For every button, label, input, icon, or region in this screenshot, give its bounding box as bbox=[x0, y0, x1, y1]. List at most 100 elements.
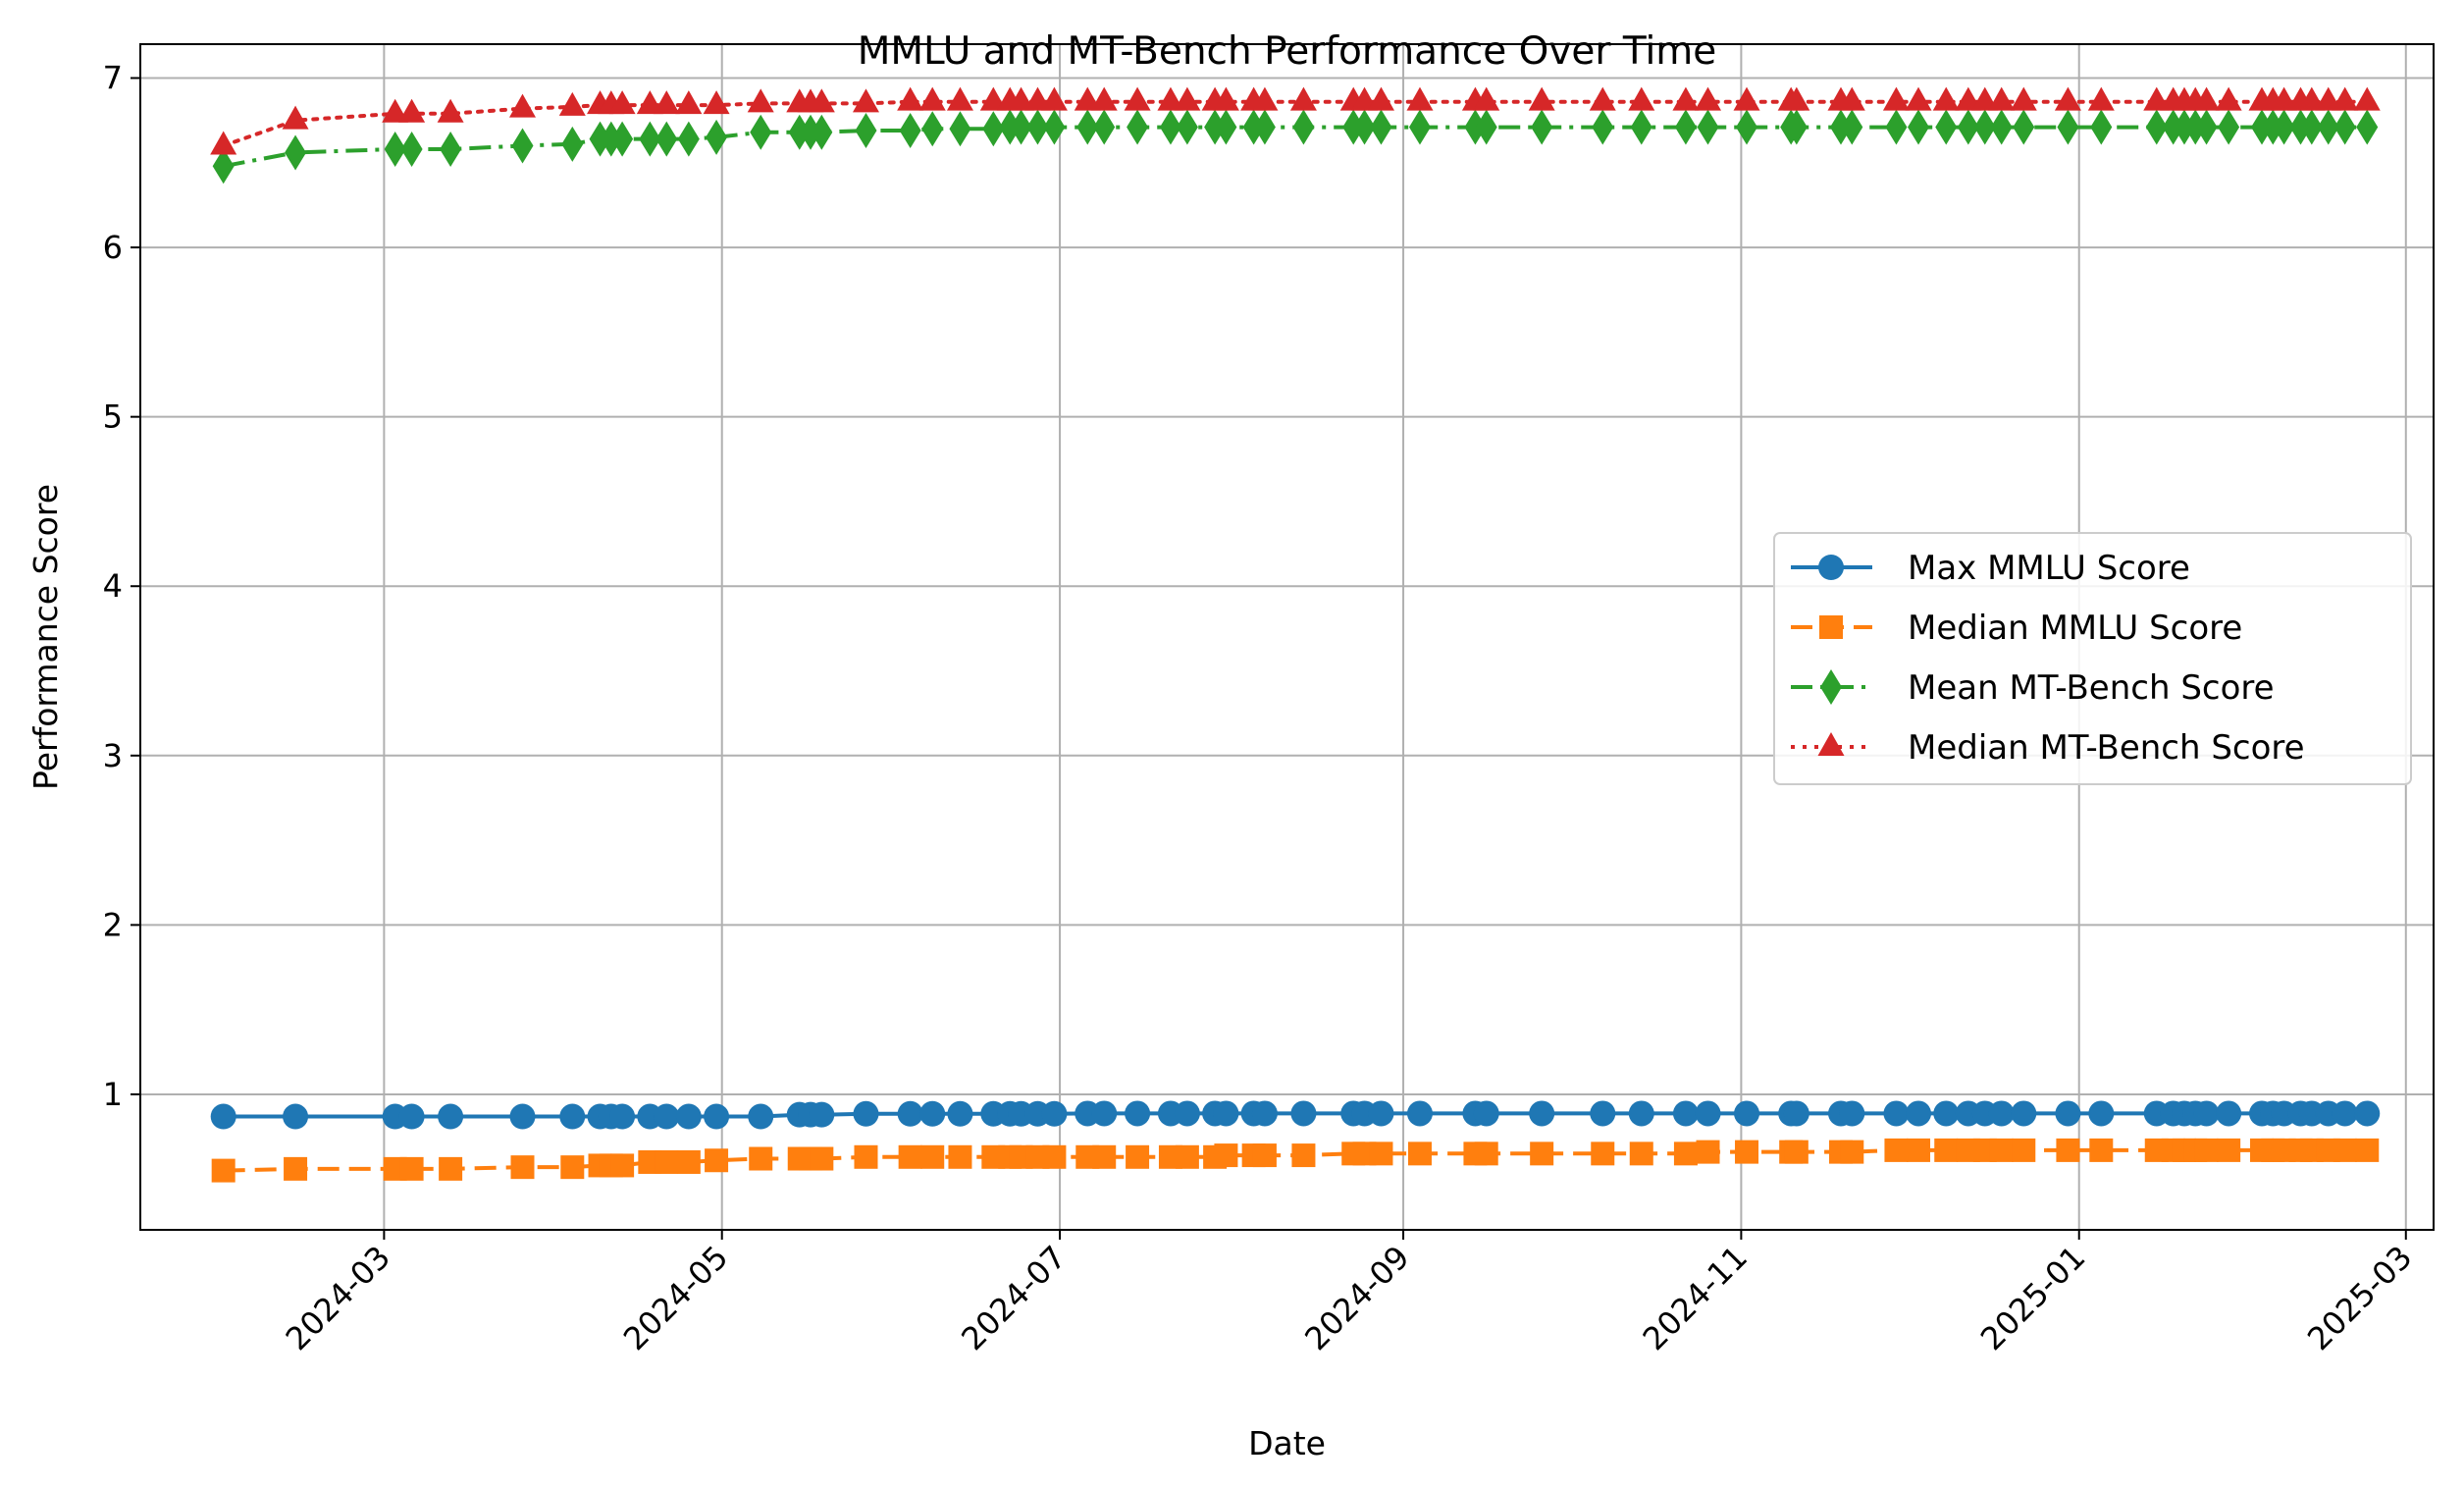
data-point bbox=[706, 119, 728, 155]
y-tick-label: 3 bbox=[103, 737, 123, 774]
data-point bbox=[750, 114, 772, 150]
series-0 bbox=[210, 1100, 2381, 1130]
data-point bbox=[2012, 1138, 2036, 1162]
data-point bbox=[675, 90, 703, 115]
data-point bbox=[2184, 109, 2207, 145]
legend-label: Max MMLU Score bbox=[1908, 549, 2190, 588]
data-point bbox=[748, 1103, 774, 1130]
data-point bbox=[1368, 1100, 1394, 1127]
data-point bbox=[1043, 109, 1066, 145]
data-point bbox=[1076, 109, 1099, 145]
data-point bbox=[1735, 1140, 1759, 1164]
series-layer bbox=[210, 86, 2381, 1183]
data-point bbox=[1957, 109, 1979, 145]
data-point bbox=[212, 148, 235, 185]
data-point bbox=[1124, 86, 1151, 111]
data-point bbox=[1074, 86, 1101, 111]
data-point bbox=[1212, 86, 1239, 111]
data-point bbox=[1528, 86, 1555, 111]
data-point bbox=[560, 1155, 585, 1180]
data-point bbox=[1093, 109, 1116, 145]
data-point bbox=[2317, 109, 2339, 145]
legend-label: Mean MT-Bench Score bbox=[1908, 668, 2275, 708]
data-point bbox=[1042, 1144, 1067, 1169]
data-point bbox=[1174, 86, 1201, 111]
data-point bbox=[1840, 1140, 1864, 1164]
data-point bbox=[654, 1103, 680, 1130]
data-point bbox=[2298, 86, 2326, 111]
data-point bbox=[636, 90, 663, 115]
data-point bbox=[2195, 109, 2218, 145]
data-point bbox=[2215, 86, 2242, 111]
data-point bbox=[2218, 109, 2240, 145]
legend-item: Median MT-Bench Score bbox=[1791, 728, 2305, 768]
data-point bbox=[2056, 1138, 2080, 1162]
data-point bbox=[284, 1156, 308, 1181]
data-point bbox=[608, 90, 636, 115]
data-point bbox=[509, 1103, 536, 1130]
y-tick-label: 6 bbox=[103, 229, 123, 266]
data-point bbox=[2090, 109, 2113, 145]
data-point bbox=[979, 86, 1007, 111]
data-point bbox=[1175, 1144, 1199, 1169]
data-point bbox=[920, 1144, 945, 1169]
data-point bbox=[285, 134, 307, 171]
data-point bbox=[810, 1146, 834, 1171]
data-point bbox=[1475, 109, 1497, 145]
data-point bbox=[808, 88, 835, 113]
x-tick-label: 2024-07 bbox=[954, 1239, 1073, 1357]
legend-marker bbox=[1818, 555, 1844, 580]
x-tick-label: 2024-09 bbox=[1297, 1239, 1416, 1357]
data-point bbox=[1695, 1100, 1721, 1127]
data-point bbox=[1838, 86, 1865, 111]
data-point bbox=[1988, 1100, 2015, 1127]
data-point bbox=[1251, 86, 1279, 111]
data-point bbox=[611, 121, 634, 157]
data-point bbox=[809, 1101, 835, 1128]
data-point bbox=[2333, 109, 2356, 145]
y-tick-label: 7 bbox=[103, 60, 123, 97]
series-1 bbox=[211, 1138, 2380, 1183]
data-point bbox=[2353, 86, 2381, 111]
data-point bbox=[1839, 1100, 1865, 1127]
data-point bbox=[1696, 1140, 1720, 1164]
data-point bbox=[1530, 1142, 1554, 1166]
data-point bbox=[1407, 1142, 1432, 1166]
data-point bbox=[1989, 1138, 2014, 1162]
data-point bbox=[676, 1149, 701, 1174]
data-point bbox=[2333, 1138, 2357, 1162]
data-point bbox=[999, 109, 1022, 145]
data-point bbox=[1933, 1100, 1960, 1127]
y-tick-label: 2 bbox=[103, 906, 123, 943]
data-point bbox=[1242, 109, 1265, 145]
data-point bbox=[677, 121, 700, 157]
data-point bbox=[653, 90, 680, 115]
data-point bbox=[811, 114, 833, 150]
data-point bbox=[2011, 1100, 2037, 1127]
data-point bbox=[2193, 1100, 2220, 1127]
data-point bbox=[2193, 86, 2221, 111]
data-point bbox=[2356, 109, 2379, 145]
data-point bbox=[1908, 109, 1930, 145]
series-line bbox=[223, 125, 2368, 169]
data-point bbox=[2251, 109, 2274, 145]
data-point bbox=[437, 98, 464, 123]
data-point bbox=[703, 90, 730, 115]
data-point bbox=[1628, 1100, 1654, 1127]
data-point bbox=[2315, 86, 2342, 111]
data-point bbox=[949, 111, 971, 147]
data-point bbox=[1023, 86, 1051, 111]
data-point bbox=[1697, 109, 1719, 145]
data-point bbox=[1370, 109, 1392, 145]
data-point bbox=[675, 1103, 702, 1130]
data-point bbox=[1159, 109, 1181, 145]
data-point bbox=[1734, 1100, 1760, 1127]
data-point bbox=[1672, 86, 1700, 111]
data-point bbox=[1907, 1138, 1931, 1162]
series-3 bbox=[210, 86, 2381, 155]
data-point bbox=[2057, 109, 2079, 145]
data-point bbox=[1215, 109, 1237, 145]
legend-label: Median MT-Bench Score bbox=[1908, 728, 2305, 768]
